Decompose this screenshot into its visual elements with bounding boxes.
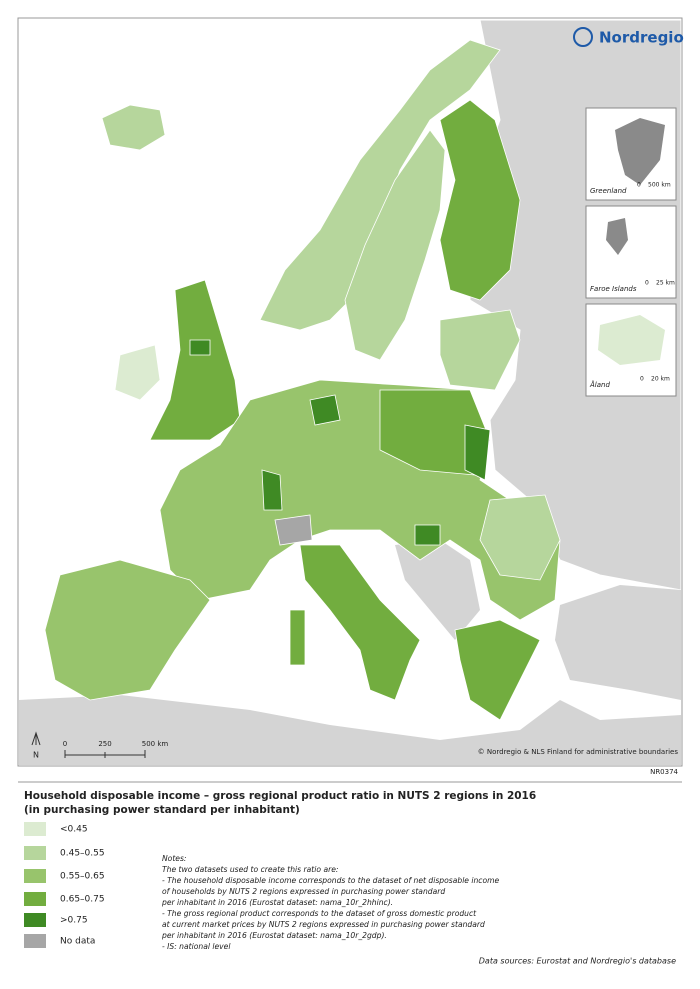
- inset-label: Greenland: [590, 187, 627, 195]
- legend-swatch: [24, 913, 46, 927]
- region-germany-dark: [309, 394, 341, 426]
- scale-label: 500 km: [142, 740, 169, 748]
- land-turkey: [555, 585, 681, 700]
- scale-line: [64, 750, 146, 758]
- region-alsace: [261, 469, 283, 511]
- region-sardinia: [289, 609, 306, 666]
- inset-scale: 500 km: [648, 182, 671, 189]
- region-ireland: [114, 344, 161, 401]
- inset-scale: 25 km: [656, 280, 675, 287]
- legend-label: No data: [60, 937, 95, 947]
- inset-scale: 0: [640, 376, 644, 383]
- inset-frame: [585, 205, 677, 299]
- region-britain: [149, 279, 241, 441]
- region-hungary-dark: [414, 524, 441, 546]
- legend-label: <0.45: [60, 825, 88, 835]
- note-line: at current market prices by NUTS 2 regio…: [162, 920, 485, 929]
- note-line: - The household disposable income corres…: [162, 876, 500, 885]
- legend-swatch: [24, 822, 46, 836]
- note-line: - The gross regional product corresponds…: [162, 909, 477, 918]
- region-greece: [454, 619, 541, 721]
- legend-label: >0.75: [60, 916, 88, 926]
- map-id: NR0374: [650, 768, 678, 776]
- note-line: The two datasets used to create this rat…: [162, 865, 338, 874]
- note-line: per inhabitant in 2016 (Eurostat dataset…: [161, 898, 393, 907]
- region-sweden: [344, 129, 446, 361]
- region-iberia: [44, 559, 211, 701]
- inset-shape: [615, 118, 665, 185]
- credit: © Nordregio & NLS Finland for administra…: [478, 748, 679, 756]
- inset-scale: 0: [637, 182, 641, 189]
- notes: Notes: The two datasets used to create th…: [161, 854, 500, 951]
- inset-label: Åland: [589, 380, 610, 389]
- inset-scale: 20 km: [651, 376, 670, 383]
- scale-bar: N 0 250 500 km: [31, 731, 169, 760]
- region-switzerland: [274, 514, 313, 546]
- land-balkans: [395, 540, 480, 640]
- logo-text: Nordregio: [599, 29, 684, 47]
- note-line: - IS: national level: [162, 942, 231, 951]
- sources: Data sources: Eurostat and Nordregio's d…: [479, 957, 676, 966]
- inset-shape: [598, 315, 665, 365]
- legend-swatch: [24, 846, 46, 860]
- north-arrow: [31, 731, 41, 746]
- region-iceland: [101, 104, 166, 151]
- region-baltics: [439, 309, 521, 391]
- legend-label: 0.55–0.65: [60, 872, 105, 882]
- inset-scale: 0: [645, 280, 649, 287]
- region-norway: [259, 39, 501, 331]
- region-italy: [299, 544, 421, 701]
- note-line: per inhabitant in 2016 (Eurostat dataset…: [161, 931, 387, 940]
- note-line: of households by NUTS 2 regions expresse…: [162, 887, 445, 896]
- legend-swatch: [24, 934, 46, 948]
- insets: Greenland 0 500 km Faroe Islands 0 25 km…: [585, 107, 677, 397]
- land-africa: [19, 695, 681, 765]
- subtitle: (in purchasing power standard per inhabi…: [24, 804, 300, 816]
- legend-swatch: [24, 869, 46, 883]
- region-romania: [479, 494, 561, 581]
- scale-label: 250: [98, 740, 111, 748]
- note-line: Notes:: [162, 854, 187, 863]
- region-britain-dark: [189, 339, 211, 356]
- region-finland: [439, 99, 521, 301]
- logo-icon: [573, 27, 593, 47]
- north-label: N: [33, 751, 39, 760]
- legend-label: 0.65–0.75: [60, 895, 105, 905]
- region-poland-east: [464, 424, 491, 481]
- legend-label: 0.45–0.55: [60, 849, 105, 859]
- inset-shape: [606, 218, 628, 255]
- legend: <0.45 0.45–0.55 0.55–0.65 0.65–0.75 >0.75 No …: [24, 822, 105, 948]
- scale-label: 0: [63, 740, 67, 748]
- legend-swatch: [24, 892, 46, 906]
- inset-label: Faroe Islands: [590, 285, 637, 293]
- title: Household disposable income – gross regi…: [24, 790, 536, 802]
